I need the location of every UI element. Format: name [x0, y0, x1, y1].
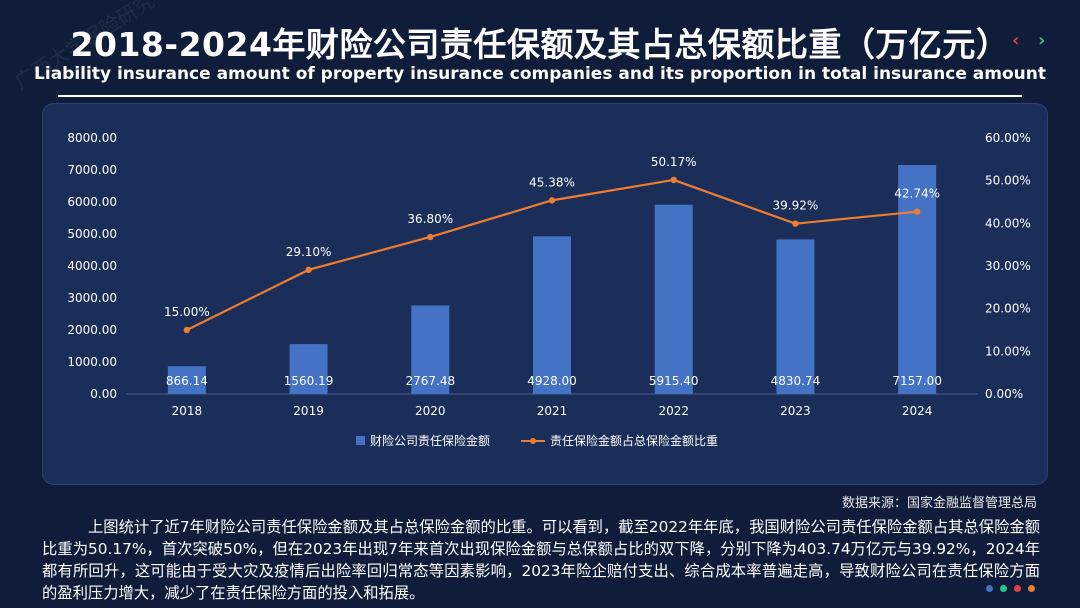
line-value-label: 15.00% — [164, 305, 210, 319]
y-left-tick-label: 2000.00 — [67, 323, 117, 337]
bar-value-label: 4928.00 — [527, 374, 577, 388]
line-value-label: 42.74% — [894, 187, 940, 201]
legend-line-marker — [530, 438, 536, 444]
y-left-tick-label: 0.00 — [90, 387, 117, 401]
chevron-right-icon[interactable]: › — [1038, 30, 1046, 51]
line-value-label: 45.38% — [529, 175, 575, 189]
y-right-tick-label: 30.00% — [985, 259, 1031, 273]
decor-dot — [986, 585, 993, 592]
x-tick-label: 2021 — [537, 404, 568, 418]
y-right-tick-label: 40.00% — [985, 216, 1031, 230]
y-right-tick-label: 0.00% — [985, 387, 1023, 401]
y-left-tick-label: 4000.00 — [67, 259, 117, 273]
page-title: 2018-2024年财险公司责任保额及其占总保额比重（万亿元） — [70, 25, 1010, 64]
bar — [533, 236, 571, 394]
line-point — [670, 176, 677, 184]
line-point — [913, 208, 921, 215]
line-value-label: 36.80% — [407, 212, 453, 226]
line-value-label: 29.10% — [286, 245, 332, 259]
combo-chart: 0.00 1000.00 2000.00 3000.00 4000.00 5000.00 6… — [67, 131, 1031, 448]
bar-value-label: 866.14 — [166, 374, 208, 388]
bar — [776, 239, 815, 394]
y-right-tick-label: 10.00% — [985, 344, 1031, 358]
analysis-paragraph: 上图统计了近7年财险公司责任保险金额及其占总保险金额的比重。可以看到，截至202… — [42, 518, 1040, 602]
bar-value-label: 7157.00 — [892, 374, 942, 388]
line-value-label: 50.17% — [651, 155, 697, 169]
x-tick-label: 2022 — [658, 404, 689, 418]
y-right-tick-label: 60.00% — [985, 131, 1031, 145]
y-left-tick-label: 6000.00 — [67, 195, 117, 209]
line-point — [183, 326, 191, 334]
decor-dots — [986, 577, 1042, 596]
y-right-tick-label: 20.00% — [985, 302, 1031, 316]
x-tick-label: 2018 — [172, 404, 203, 418]
page-subtitle: Liability insurance amount of property i… — [34, 64, 1046, 84]
line-value-label: 39.92% — [773, 199, 819, 213]
bar-value-label: 1560.19 — [284, 374, 334, 388]
x-tick-label: 2019 — [293, 404, 324, 418]
bar-value-label: 4830.74 — [771, 374, 821, 388]
x-tick-label: 2023 — [780, 404, 811, 418]
bar-value-label: 5915.40 — [649, 374, 699, 388]
y-left-tick-label: 7000.00 — [67, 163, 117, 177]
y-left-tick-label: 1000.00 — [67, 355, 117, 369]
legend-bar-swatch — [356, 436, 365, 445]
legend-bar-label: 财险公司责任保险金额 — [370, 433, 490, 448]
line-point — [548, 197, 556, 204]
data-source: 数据来源：国家金融监督管理总局 — [841, 496, 1037, 511]
y-left-tick-label: 5000.00 — [67, 227, 117, 241]
decor-dot — [1028, 585, 1035, 592]
line-point — [792, 220, 799, 227]
chevron-left-icon[interactable]: ‹ — [1012, 30, 1020, 51]
y-left-tick-label: 8000.00 — [67, 131, 117, 145]
legend-line-label: 责任保险金额占总保险金额比重 — [550, 433, 718, 448]
line-point — [427, 233, 434, 241]
x-tick-label: 2020 — [415, 404, 446, 418]
bar — [411, 305, 450, 394]
line-point — [305, 266, 312, 274]
decor-dot — [1000, 585, 1007, 592]
bar — [289, 344, 328, 394]
bar — [167, 366, 206, 394]
bar — [898, 164, 937, 394]
bar — [654, 204, 693, 394]
decor-dot — [1014, 585, 1021, 592]
bar-value-label: 2767.48 — [405, 374, 455, 388]
y-left-tick-label: 3000.00 — [67, 291, 117, 305]
y-right-tick-label: 50.00% — [985, 174, 1031, 188]
chart-panel: 0.00 1000.00 2000.00 3000.00 4000.00 5000.00 6… — [42, 103, 1048, 485]
x-tick-label: 2024 — [902, 404, 933, 418]
title-divider — [58, 95, 1022, 97]
